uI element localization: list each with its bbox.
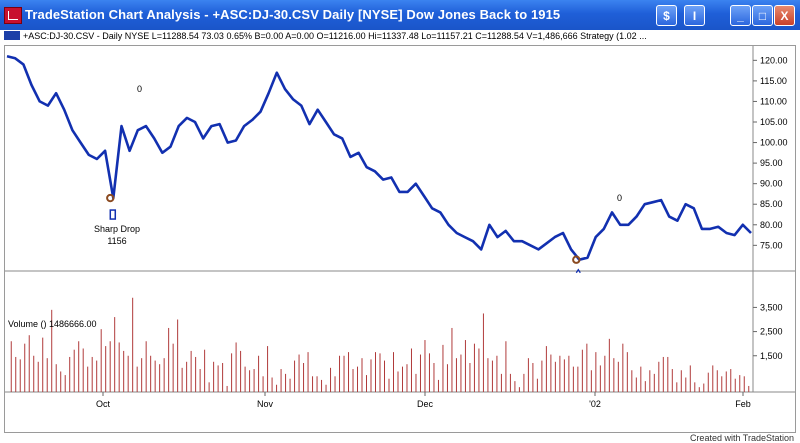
price-tick-label: 80.00 (760, 220, 783, 230)
price-tick-label: 120.00 (760, 55, 788, 65)
price-tick-label: 95.00 (760, 158, 783, 168)
symbol-status-line: +ASC:DJ-30.CSV - Daily NYSE L=11288.54 7… (4, 31, 647, 45)
zero-label: 0 (137, 84, 143, 94)
sharp-drop-label: Sharp Drop (93, 224, 141, 234)
chart-area[interactable]: 120.00 115.00 110.00 105.00 100.00 95.00 90.00… (4, 45, 796, 433)
price-tick-label: 105.00 (760, 117, 788, 127)
price-tick-label: 100.00 (760, 138, 788, 148)
volume-tick-label: 2,500 (760, 327, 783, 337)
strategy-marker-icon (106, 193, 115, 203)
date-tick-label: Oct (96, 399, 111, 409)
sharp-drop-annotation: Sharp Drop 1156 (87, 223, 147, 247)
chart-type-icon (4, 31, 20, 40)
volume-indicator-label: Volume () 1486666.00 (8, 319, 97, 329)
status-text: +ASC:DJ-30.CSV - Daily NYSE L=11288.54 7… (23, 31, 647, 41)
price-tick-label: 85.00 (760, 199, 783, 209)
price-tick-label: 115.00 (760, 76, 787, 86)
window-title: TradeStation Chart Analysis - +ASC:DJ-30… (25, 7, 561, 22)
exit-arrow-icon (575, 268, 581, 274)
date-tick-label: '02 (589, 399, 601, 409)
dollar-button[interactable]: $ (656, 5, 677, 26)
tradestation-app-icon[interactable] (4, 7, 22, 24)
volume-tick-label: 3,500 (760, 302, 783, 312)
price-volume-chart[interactable]: 120.00 115.00 110.00 105.00 100.00 95.00 90.00… (5, 46, 795, 432)
date-tick-label: Nov (257, 399, 274, 409)
minimize-button[interactable]: _ (730, 5, 751, 26)
sharp-drop-value: 1156 (107, 236, 127, 246)
price-line (6, 54, 752, 261)
strategy-marker-icon (572, 255, 581, 264)
volume-tick-label: 1,500 (760, 351, 783, 361)
maximize-button[interactable]: □ (752, 5, 773, 26)
price-tick-label: 110.00 (760, 96, 787, 106)
close-button[interactable]: X (774, 5, 795, 26)
price-tick-label: 90.00 (760, 179, 783, 189)
title-bar: TradeStation Chart Analysis - +ASC:DJ-30… (0, 0, 800, 30)
entry-arrow-icon (109, 209, 117, 220)
price-tick-label: 75.00 (760, 240, 783, 250)
info-button[interactable]: I (684, 5, 705, 26)
footer-credit: Created with TradeStation (689, 433, 794, 443)
zero-label: 0 (617, 193, 623, 203)
date-tick-label: Dec (417, 399, 434, 409)
date-tick-label: Feb (735, 399, 751, 409)
